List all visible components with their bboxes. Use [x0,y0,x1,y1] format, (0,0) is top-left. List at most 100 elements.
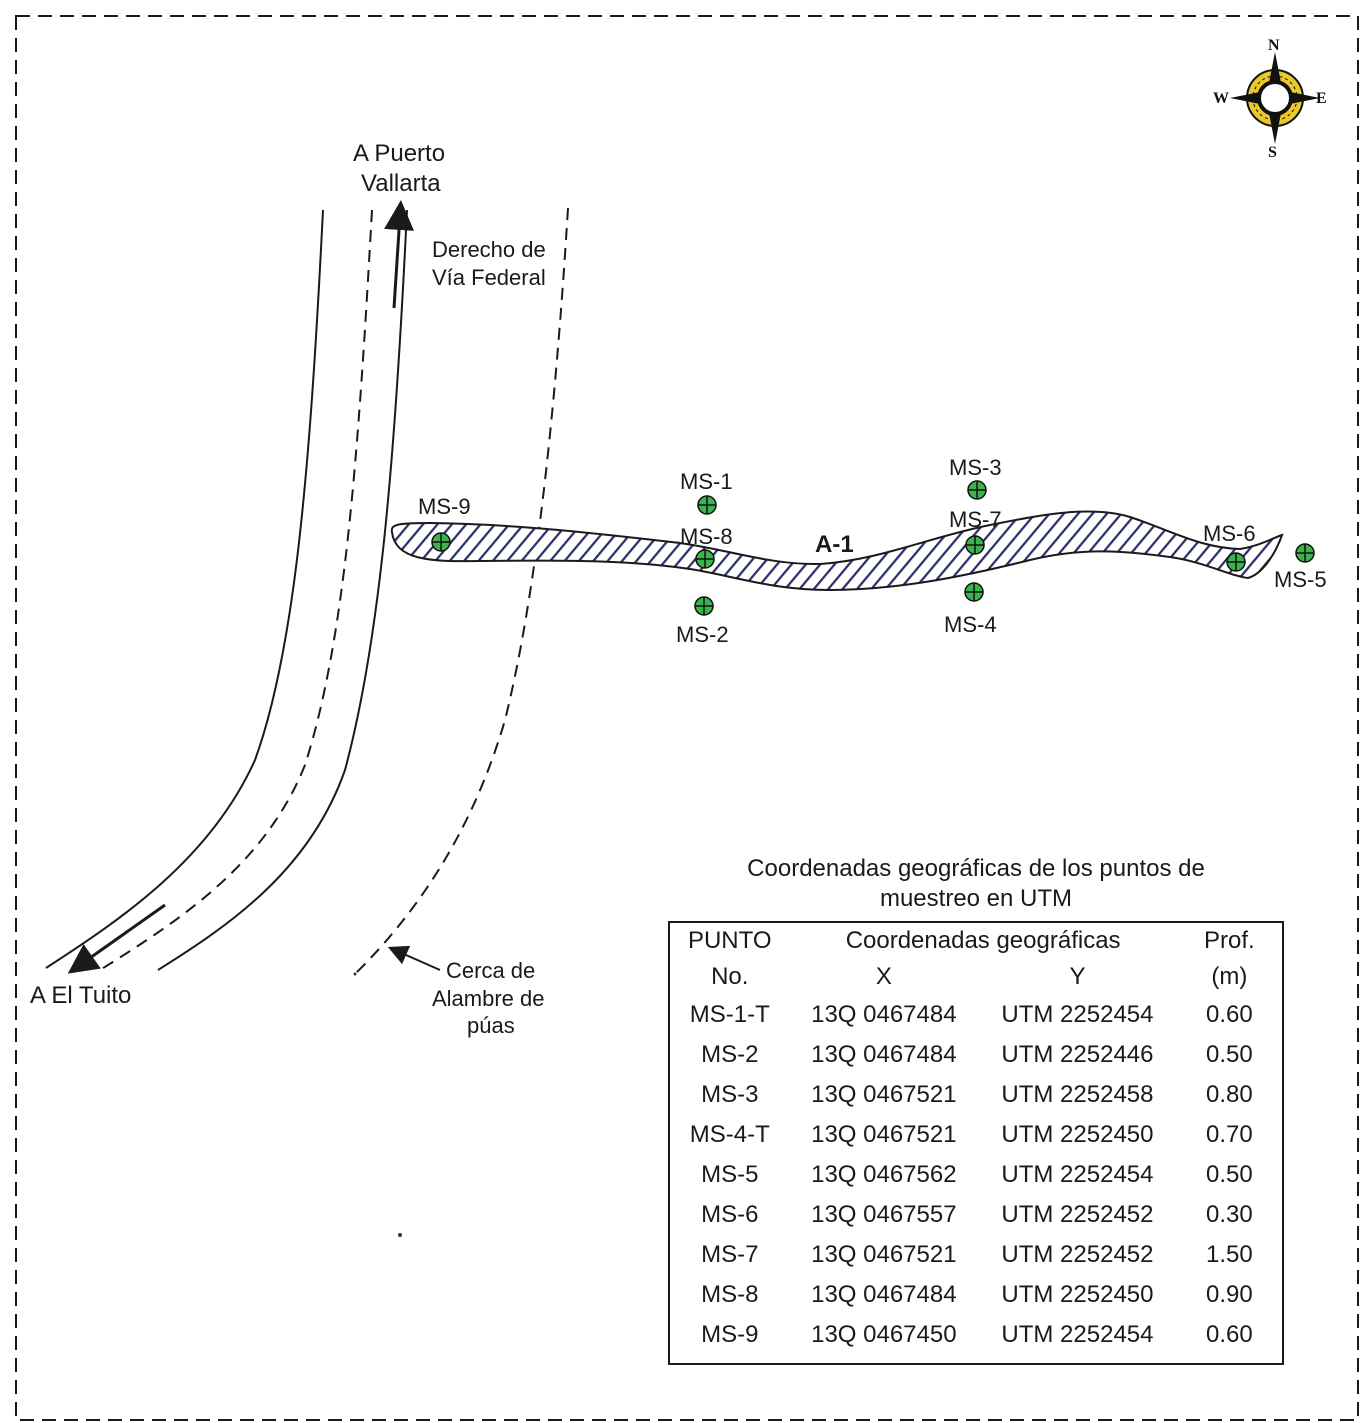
road-edge-left [45,209,324,969]
cell-x: 13Q 0467562 [811,1161,957,1188]
area-label-a1: A-1 [815,531,854,558]
sampling-point-ms-5 [1295,543,1315,563]
sampling-point-ms-9 [431,532,451,552]
label-to-puerto-vallarta-line2: Vallarta [361,170,441,197]
cell-prof: 0.90 [1206,1281,1253,1308]
sampling-point-ms-2 [694,596,714,616]
compass-west-label: W [1213,90,1229,107]
cell-prof: 0.60 [1206,1321,1253,1348]
label-fence-line2: Alambre de [432,986,545,1011]
map-frame [15,15,1359,1421]
header-prof: Prof. [1204,927,1255,954]
cell-punto: MS-6 [701,1201,759,1228]
table-row: MS-1-T 13Q 0467484 UTM 2252454 0.60 [670,995,1282,1035]
label-federal-row-line1: Derecho de [432,237,546,262]
cell-prof: 0.60 [1206,1001,1253,1028]
table-row: MS-7 13Q 0467521 UTM 2252452 1.50 [670,1235,1282,1275]
table-title-line2: muestreo en UTM [879,885,1073,912]
label-to-puerto-vallarta-line1: A Puerto [353,140,445,167]
point-label-ms-1: MS-1 [680,469,733,494]
sampling-point-ms-3 [967,480,987,500]
label-fence-line1: Cerca de [446,958,535,983]
cell-y: UTM 2252454 [1001,1161,1154,1188]
cell-y: UTM 2252446 [1001,1041,1154,1068]
arrow-to-fence [387,945,441,971]
table-title: Coordenadas geográficas de los puntos de… [668,854,1284,914]
sampling-point-ms-4 [964,582,984,602]
cell-y: UTM 2252454 [1001,1321,1154,1348]
cell-punto: MS-7 [701,1241,759,1268]
cell-prof: 0.50 [1206,1161,1253,1188]
arrow-to-el-tuito [67,903,166,974]
road-edge-right [157,209,408,971]
scan-speck [398,1233,402,1237]
compass-rose-icon [1230,52,1320,144]
cell-prof: 0.70 [1206,1121,1253,1148]
header-coords: Coordenadas geográficas [845,927,1121,954]
cell-y: UTM 2252452 [1001,1241,1154,1268]
cell-punto: MS-3 [701,1081,759,1108]
cell-x: 13Q 0467484 [811,1041,957,1068]
cell-x: 13Q 0467557 [811,1201,957,1228]
coordinates-table-frame: PUNTO Coordenadas geográficas Prof. No. … [668,921,1284,1365]
point-label-ms-8: MS-8 [680,524,733,549]
cell-y: UTM 2252458 [1001,1081,1154,1108]
label-fence-line3: púas [467,1013,515,1038]
header-no: No. [711,963,749,990]
point-label-ms-5: MS-5 [1274,567,1327,592]
cell-punto: MS-2 [701,1041,759,1068]
table-title-line1: Coordenadas geográficas de los puntos de [747,855,1205,882]
cell-x: 13Q 0467521 [811,1081,957,1108]
header-unit: (m) [1211,963,1248,990]
cell-punto: MS-8 [701,1281,759,1308]
header-punto: PUNTO [687,927,772,954]
cell-y: UTM 2252450 [1001,1121,1154,1148]
cell-prof: 0.80 [1206,1081,1253,1108]
cell-y: UTM 2252452 [1001,1201,1154,1228]
cell-x: 13Q 0467521 [811,1241,957,1268]
cell-prof: 1.50 [1206,1241,1253,1268]
cell-prof: 0.50 [1206,1041,1253,1068]
header-y: Y [1069,963,1086,990]
point-label-ms-3: MS-3 [949,455,1002,480]
table-row: MS-8 13Q 0467484 UTM 2252450 0.90 [670,1275,1282,1315]
table-row: MS-4-T 13Q 0467521 UTM 2252450 0.70 [670,1115,1282,1155]
table-row: MS-5 13Q 0467562 UTM 2252454 0.50 [670,1155,1282,1195]
road-centerline [99,209,373,971]
table-row: MS-3 13Q 0467521 UTM 2252458 0.80 [670,1075,1282,1115]
point-label-ms-7: MS-7 [949,507,1002,532]
arrow-to-puerto-vallarta [384,200,415,309]
table-header-row-2: No. X Y (m) [670,959,1282,995]
point-label-ms-2: MS-2 [676,622,729,647]
sampling-point-ms-7 [965,535,985,555]
point-label-ms-4: MS-4 [944,612,997,637]
cell-x: 13Q 0467484 [811,1281,957,1308]
cell-punto: MS-1-T [689,1001,770,1028]
table-row: MS-9 13Q 0467450 UTM 2252454 0.60 [670,1315,1282,1355]
point-label-ms-9: MS-9 [418,494,471,519]
cell-x: 13Q 0467521 [811,1121,957,1148]
coordinates-table: PUNTO Coordenadas geográficas Prof. No. … [670,923,1282,1355]
cell-y: UTM 2252450 [1001,1281,1154,1308]
point-label-ms-6: MS-6 [1203,521,1256,546]
sampling-point-ms-8 [695,549,715,569]
table-row: MS-6 13Q 0467557 UTM 2252452 0.30 [670,1195,1282,1235]
compass-east-label: E [1316,90,1327,107]
table-row: MS-2 13Q 0467484 UTM 2252446 0.50 [670,1035,1282,1075]
scan-speck [353,972,357,976]
compass-south-label: S [1268,144,1277,161]
label-to-el-tuito: A El Tuito [30,982,131,1009]
cell-prof: 0.30 [1206,1201,1253,1228]
compass-north-label: N [1268,37,1280,54]
header-x: X [875,963,892,990]
table-header-row-1: PUNTO Coordenadas geográficas Prof. [670,923,1282,959]
cell-y: UTM 2252454 [1001,1001,1154,1028]
area-a1-shape [390,510,1284,592]
cell-punto: MS-9 [701,1321,759,1348]
cell-punto: MS-4-T [689,1121,770,1148]
cell-x: 13Q 0467484 [811,1001,957,1028]
barbed-wire-fence-line [353,207,569,976]
cell-x: 13Q 0467450 [811,1321,957,1348]
label-federal-row-line2: Vía Federal [432,265,546,290]
